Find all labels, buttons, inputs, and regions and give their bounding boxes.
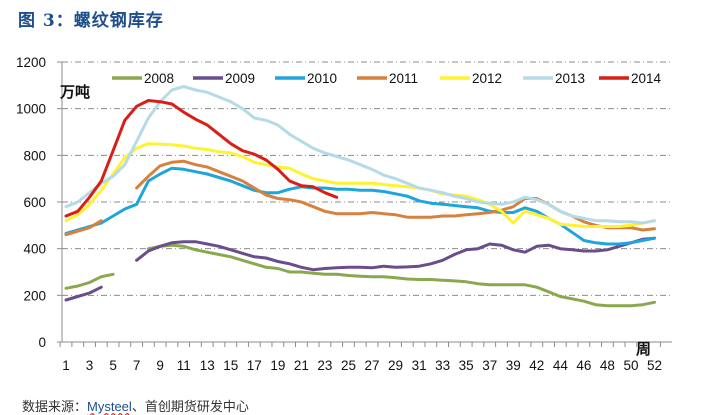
x-tick-label: 29: [388, 358, 403, 373]
x-tick-label: 50: [623, 358, 638, 373]
x-tick-label: 48: [600, 358, 615, 373]
series-lines: [64, 85, 656, 308]
x-tick-label: 7: [133, 358, 141, 373]
y-axis-unit-label: 万吨: [59, 83, 90, 101]
series-2014: [64, 99, 339, 218]
x-tick-label: 37: [482, 358, 497, 373]
x-tick-label: 31: [412, 358, 427, 373]
series-line-2009: [135, 236, 656, 272]
x-tick-label: 13: [200, 358, 215, 373]
series-line-2014: [64, 99, 339, 218]
legend-label-2009: 2009: [225, 71, 255, 86]
x-tick-label: 5: [109, 358, 117, 373]
x-tick-labels: 1 3 5 7 9 11 13 15 17 19 21 23 25 27 29 31 33 35 37 39 42 44 4…: [62, 358, 662, 373]
y-tick-label: 600: [23, 195, 46, 210]
series-line-2008: [64, 272, 115, 290]
x-tick-label: 1: [62, 358, 70, 373]
x-tick-label: 11: [177, 358, 191, 373]
x-tick-label: 19: [270, 358, 285, 373]
x-tick-label: 17: [247, 358, 262, 373]
legend-label-2013: 2013: [555, 71, 585, 86]
data-source: 数据来源：Mysteel、首创期货研发中心: [22, 396, 249, 415]
x-tick-label: 44: [553, 358, 569, 373]
series-line-2010: [64, 166, 656, 246]
y-tick-labels: 0 200 400 600 800 1000 1200: [16, 55, 46, 350]
series-2010: [64, 166, 656, 246]
gridlines: [62, 61, 672, 296]
series-line-2012: [64, 142, 656, 228]
series-2012: [64, 142, 656, 228]
legend-label-2014: 2014: [631, 71, 662, 86]
x-tick-label: 3: [86, 358, 94, 373]
y-tick-label: 1200: [16, 55, 46, 70]
y-tick-label: 1000: [16, 102, 46, 117]
y-tick-label: 800: [23, 148, 46, 163]
x-tick-label: 9: [156, 358, 164, 373]
x-tick-label: 27: [365, 358, 380, 373]
series-2008: [64, 243, 656, 308]
y-tick-label: 0: [38, 335, 46, 350]
series-line-2009: [64, 285, 103, 302]
source-prefix: 数据来源：: [22, 399, 88, 414]
y-tick-label: 200: [23, 288, 46, 303]
series-line-2011: [135, 159, 656, 232]
x-tick-label: 23: [317, 358, 332, 373]
x-tick-label: 35: [459, 358, 474, 373]
x-tick-label: 46: [576, 358, 591, 373]
legend-label-2008: 2008: [144, 71, 174, 86]
legend-label-2010: 2010: [307, 71, 337, 86]
axes: [57, 61, 672, 347]
x-axis-unit-label: 周: [636, 340, 651, 358]
series-line-2008: [146, 243, 656, 308]
x-tick-label: 25: [341, 358, 356, 373]
series-line-2011: [64, 219, 103, 237]
x-tick-label: 15: [223, 358, 238, 373]
series-line-2013: [64, 85, 656, 225]
source-suffix: 、首创期货研发中心: [131, 399, 249, 414]
x-tick-label: 52: [647, 358, 662, 373]
legend-label-2012: 2012: [472, 71, 502, 86]
series-2013: [64, 85, 656, 225]
source-link-mysteel[interactable]: Mysteel: [87, 399, 132, 414]
x-tick-label: 21: [294, 358, 309, 373]
x-tick-label: 33: [435, 358, 450, 373]
y-tick-label: 400: [23, 242, 46, 257]
figure-title: 图 3：螺纹钢库存: [18, 11, 164, 31]
series-2009: [64, 236, 656, 302]
legend-label-2011: 2011: [389, 71, 418, 86]
legend: 2008 2009 2010 2011 2012 2013 2014: [112, 71, 662, 86]
x-tick-label: 42: [529, 358, 544, 373]
x-tick-label: 39: [506, 358, 521, 373]
